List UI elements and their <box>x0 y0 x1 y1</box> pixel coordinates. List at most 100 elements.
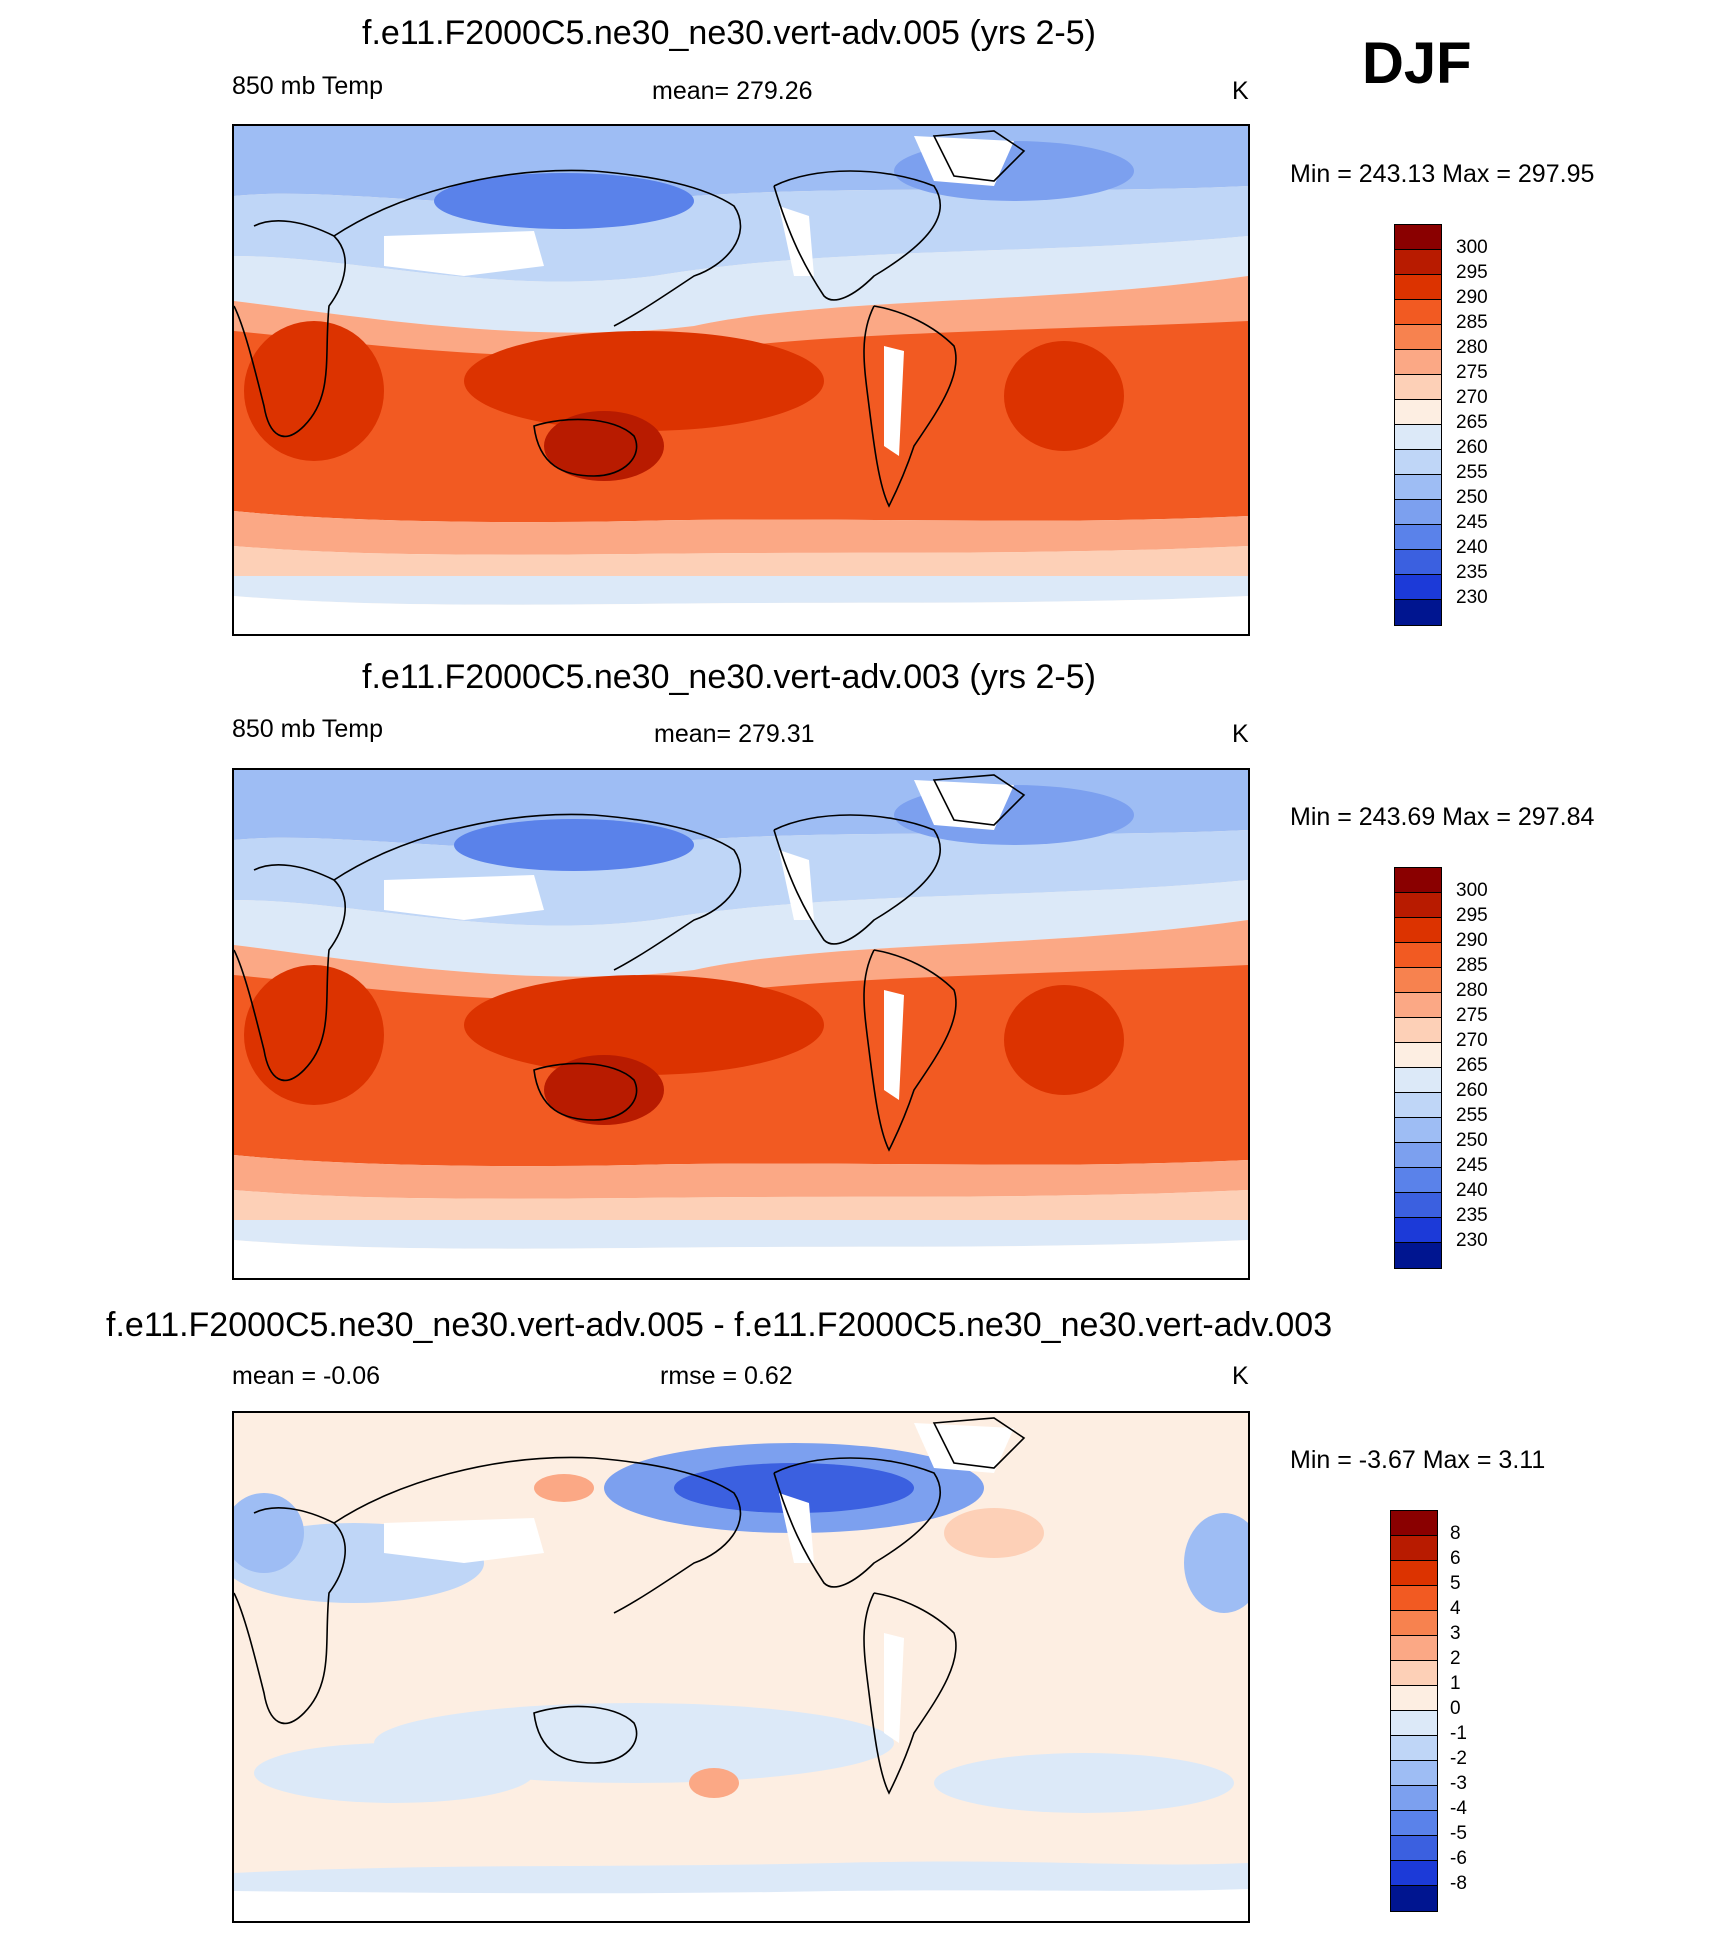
panel2-subtropic-warm <box>234 920 1248 1009</box>
panel3-colorbar <box>1390 1510 1438 1912</box>
panel2-colorbar-tick: 255 <box>1456 1105 1488 1126</box>
panel3-colorbar-seg <box>1391 1636 1437 1661</box>
panel2-title: f.e11.F2000C5.ne30_ne30.vert-adv.003 (yr… <box>362 658 1096 696</box>
panel2-cool-band <box>234 880 1248 977</box>
panel2-southern-mild <box>234 1190 1248 1220</box>
panel2-southern-warm <box>234 1155 1248 1199</box>
panel3-map-svg <box>234 1413 1248 1921</box>
panel1-southern-mild <box>234 546 1248 576</box>
panel3-colorbar-tick: 2 <box>1450 1648 1461 1669</box>
panel1-cool-band <box>234 236 1248 333</box>
panel2-colorbar-tick: 280 <box>1456 980 1488 1001</box>
panel1-colorbar-tick: 290 <box>1456 287 1488 308</box>
panel1-australia-hot <box>544 411 664 481</box>
panel3-units-label: K <box>1232 1362 1249 1390</box>
panel3-rmse-label: rmse = 0.62 <box>660 1362 793 1390</box>
panel3-colorbar-seg <box>1391 1786 1437 1811</box>
panel2-colorbar-seg <box>1395 1218 1441 1243</box>
panel2-colorbar-tick: 235 <box>1456 1205 1488 1226</box>
panel3-colorbar-tick: -2 <box>1450 1748 1467 1769</box>
panel2-colorbar-seg <box>1395 1018 1441 1043</box>
panel2-colorbar-seg <box>1395 993 1441 1018</box>
panel2-colorbar-seg <box>1395 1243 1441 1268</box>
panel1-colorbar-tick: 300 <box>1456 237 1488 258</box>
panel3-colorbar-tick: -3 <box>1450 1773 1467 1794</box>
panel3-minmax-label: Min = -3.67 Max = 3.11 <box>1290 1446 1546 1474</box>
panel1-subtropic-warm <box>234 276 1248 365</box>
panel1-colorbar-seg <box>1395 250 1441 275</box>
panel2-colorbar-seg <box>1395 918 1441 943</box>
panel1-mean-label: mean= 279.26 <box>652 77 813 105</box>
panel2-greenland-mask <box>914 780 1014 830</box>
panel2-colorbar-tick: 285 <box>1456 955 1488 976</box>
panel2-siberia-cold <box>454 819 694 871</box>
panel1-andes-mask <box>884 346 904 456</box>
panel1-colorbar-tick: 230 <box>1456 587 1488 608</box>
panel2-map-svg <box>234 770 1248 1278</box>
panel2-colorbar-seg <box>1395 1043 1441 1068</box>
panel2-coastlines <box>234 774 1026 1152</box>
panel3-indian-neg <box>254 1743 534 1803</box>
panel3-colorbar-tick: 0 <box>1450 1698 1461 1719</box>
panel2-colorbar-tick: 230 <box>1456 1230 1488 1251</box>
panel3-colorbar-tick: 3 <box>1450 1623 1461 1644</box>
panel2-colorbar-seg <box>1395 1193 1441 1218</box>
panel1-colorbar-seg <box>1395 425 1441 450</box>
panel1-colorbar-seg <box>1395 600 1441 625</box>
panel1-coastlines <box>234 130 1026 508</box>
panel3-colorbar-tick: 1 <box>1450 1673 1461 1694</box>
panel1-colorbar-seg <box>1395 225 1441 250</box>
panel1-colorbar-tick: 255 <box>1456 462 1488 483</box>
panel1-colorbar-tick: 275 <box>1456 362 1488 383</box>
panel2-colorbar-tick: 240 <box>1456 1180 1488 1201</box>
panel3-colorbar-seg <box>1391 1836 1437 1861</box>
panel1-colorbar-seg <box>1395 350 1441 375</box>
panel2-tibet-mask <box>384 875 544 920</box>
panel1-colorbar-seg <box>1395 575 1441 600</box>
panel1-colorbar-tick: 245 <box>1456 512 1488 533</box>
panel3-colorbar-seg <box>1391 1686 1437 1711</box>
panel3-colorbar-seg <box>1391 1561 1437 1586</box>
panel1-tibet-mask <box>384 231 544 276</box>
panel3-colorbar-tick: 6 <box>1450 1548 1461 1569</box>
panel3-rockies-mask <box>779 1493 814 1563</box>
panel1-colorbar-seg <box>1395 375 1441 400</box>
panel2-africa-hot <box>244 965 384 1105</box>
panel2-mean-label: mean= 279.31 <box>654 720 815 748</box>
panel2-australia-hot <box>544 1055 664 1125</box>
panel3-greenland-mask <box>914 1423 1014 1473</box>
panel1-colorbar-seg <box>1395 275 1441 300</box>
panel1-colorbar-tick: 270 <box>1456 387 1488 408</box>
panel1-africa-hot <box>244 321 384 461</box>
panel3-map <box>232 1411 1250 1923</box>
panel3-colorbar-seg <box>1391 1736 1437 1761</box>
panel2-colorbar-seg <box>1395 1143 1441 1168</box>
panel1-greenland-mask <box>914 136 1014 186</box>
panel3-colorbar-tick: -4 <box>1450 1798 1467 1819</box>
panel1-colorbar-seg <box>1395 450 1441 475</box>
panel1-title: f.e11.F2000C5.ne30_ne30.vert-adv.005 (yr… <box>362 14 1096 52</box>
panel1-colorbar-seg <box>1395 500 1441 525</box>
panel2-units-label: K <box>1232 720 1249 748</box>
panel2-rockies-mask <box>779 850 814 920</box>
panel2-colorbar-tick: 275 <box>1456 1005 1488 1026</box>
season-label: DJF <box>1362 31 1472 96</box>
panel1-colorbar-tick: 280 <box>1456 337 1488 358</box>
panel3-colorbar-seg <box>1391 1586 1437 1611</box>
panel3-title: f.e11.F2000C5.ne30_ne30.vert-adv.005 - f… <box>106 1306 1333 1344</box>
panel2-colorbar-seg <box>1395 868 1441 893</box>
panel3-colorbar-tick: 8 <box>1450 1523 1461 1544</box>
panel3-colorbar-seg <box>1391 1761 1437 1786</box>
panel2-colorbar-seg <box>1395 1118 1441 1143</box>
panel1-colorbar <box>1394 224 1442 626</box>
panel2-colorbar-tick: 300 <box>1456 880 1488 901</box>
panel3-canada-strong-neg <box>674 1463 914 1513</box>
panel3-colorbar-tick: -5 <box>1450 1823 1467 1844</box>
panel2-colorbar-seg <box>1395 1168 1441 1193</box>
panel2-colorbar-seg <box>1395 968 1441 993</box>
panel1-southern-warm <box>234 511 1248 555</box>
panel2-colorbar <box>1394 867 1442 1269</box>
panel2-andes-mask <box>884 990 904 1100</box>
panel3-colorbar-tick: -8 <box>1450 1873 1467 1894</box>
panel2-southern-cool <box>234 1220 1248 1249</box>
